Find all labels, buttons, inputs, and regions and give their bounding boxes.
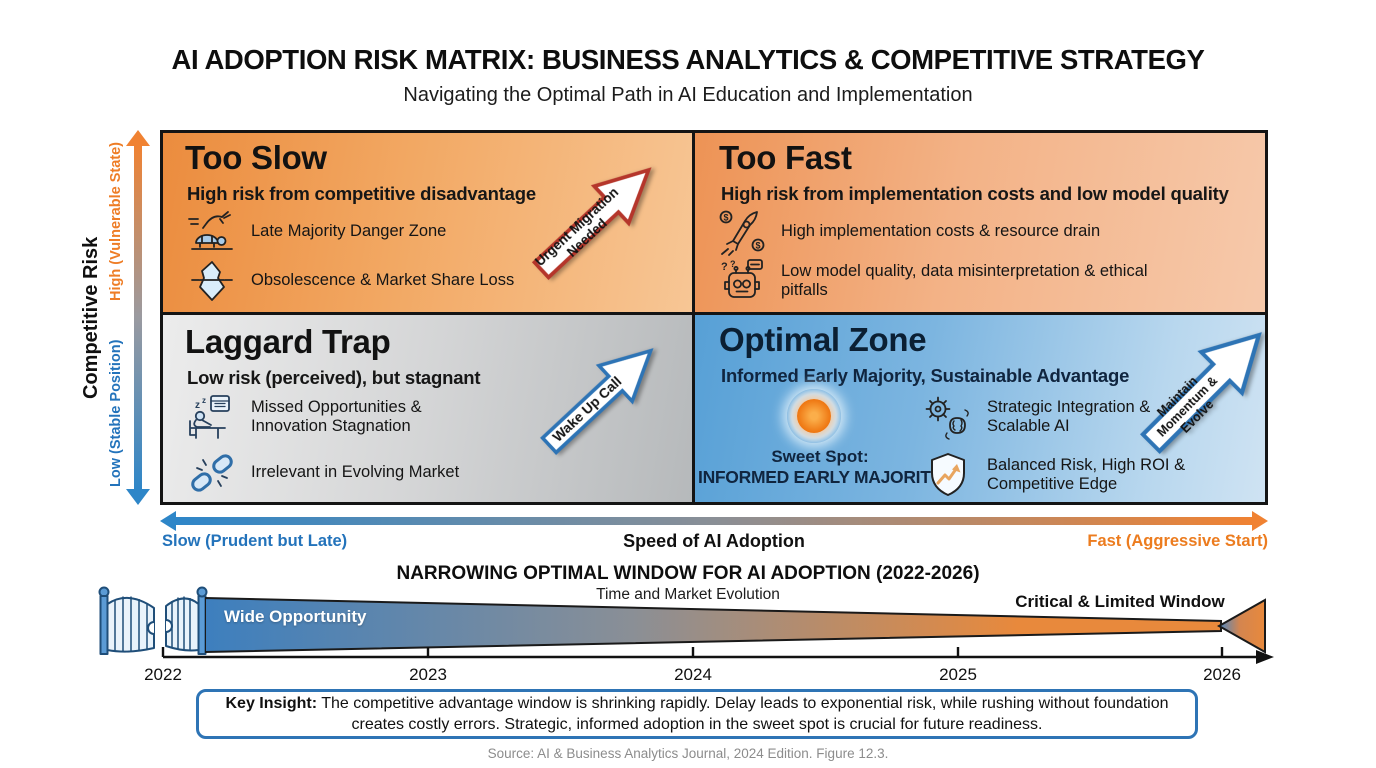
quadrant-optimal-zone: Optimal Zone Informed Early Majority, Su… xyxy=(695,315,1265,502)
too-fast-subtitle: High risk from implementation costs and … xyxy=(721,183,1229,204)
laggard-bullet-1: Missed Opportunities & Innovation Stagna… xyxy=(251,397,422,435)
laggard-trap-subtitle: Low risk (perceived), but stagnant xyxy=(187,367,481,388)
year-tick-2022: 2022 xyxy=(144,665,182,684)
svg-text:$: $ xyxy=(755,241,760,251)
urgent-migration-arrow: Urgent Migration Needed xyxy=(521,148,669,291)
broken-chain-icon xyxy=(185,450,239,496)
timeline-axis xyxy=(150,644,1280,666)
gears-brain-icon xyxy=(921,394,975,440)
open-gates-icon xyxy=(94,584,212,662)
sleeping-worker-icon: z z xyxy=(185,393,239,441)
key-insight-text: Key Insight: The competitive advantage w… xyxy=(225,694,1169,733)
source-citation: Source: AI & Business Analytics Journal,… xyxy=(487,746,889,761)
svg-text:$: $ xyxy=(723,213,728,223)
optimal-zone-title: Optimal Zone xyxy=(719,321,927,358)
svg-text:z: z xyxy=(202,396,206,405)
svg-text:?: ? xyxy=(721,261,728,273)
page-subtitle: Navigating the Optimal Path in AI Educat… xyxy=(403,84,973,106)
too-slow-title: Too Slow xyxy=(185,139,327,176)
x-axis-fast-label: Fast (Aggressive Start) xyxy=(1087,532,1268,550)
maintain-momentum-arrow: Maintain Momentum & Evolve xyxy=(1127,315,1265,467)
laggard-bullet-2: Irrelevant in Evolving Market xyxy=(251,463,460,482)
critical-window-label: Critical & Limited Window xyxy=(1015,592,1225,611)
svg-text:z: z xyxy=(195,400,200,411)
risk-matrix: Too Slow High risk from competitive disa… xyxy=(160,130,1268,505)
quadrant-too-fast: Too Fast High risk from implementation c… xyxy=(695,133,1265,315)
y-axis-title: Competitive Risk xyxy=(80,236,102,399)
narrowing-funnel xyxy=(204,596,1268,660)
optimal-zone-subtitle: Informed Early Majority, Sustainable Adv… xyxy=(721,365,1130,386)
wake-up-call-arrow: Wake Up Call xyxy=(530,330,671,466)
sweet-spot-caption: Sweet Spot: INFORMED EARLY MAJORITY xyxy=(695,447,945,488)
wide-opportunity-label: Wide Opportunity xyxy=(224,607,367,626)
x-axis-arrow xyxy=(160,511,1268,531)
too-slow-bullet-2: Obsolescence & Market Share Loss xyxy=(251,271,515,290)
too-slow-subtitle: High risk from competitive disadvantage xyxy=(187,183,536,204)
confused-robot-icon: ? ? xyxy=(715,259,769,303)
optimal-bullet-1: Strategic Integration & Scalable AI xyxy=(987,397,1151,435)
tortoise-hare-icon xyxy=(185,209,239,255)
year-tick-2023: 2023 xyxy=(409,665,447,684)
sweet-spot-core xyxy=(797,399,831,433)
rocket-costs-icon: $ $ xyxy=(715,208,769,256)
quadrant-too-slow: Too Slow High risk from competitive disa… xyxy=(163,133,695,315)
laggard-trap-title: Laggard Trap xyxy=(185,323,391,360)
key-insight-box: Key Insight: The competitive advantage w… xyxy=(196,689,1198,739)
svg-text:?: ? xyxy=(730,259,736,269)
shield-roi-icon xyxy=(921,451,975,499)
x-axis-title: Speed of AI Adoption xyxy=(623,531,805,551)
too-fast-bullet-1: High implementation costs & resource dra… xyxy=(781,222,1101,241)
key-insight-label: Key Insight: xyxy=(225,694,318,712)
quadrant-laggard-trap: Laggard Trap Low risk (perceived), but s… xyxy=(163,315,695,502)
too-fast-bullet-2: Low model quality, data misinterpretatio… xyxy=(781,261,1148,299)
optimal-bullet-2: Balanced Risk, High ROI & Competitive Ed… xyxy=(987,455,1186,493)
too-fast-title: Too Fast xyxy=(719,139,852,176)
timeline-title: NARROWING OPTIMAL WINDOW FOR AI ADOPTION… xyxy=(396,563,980,584)
sweet-spot-label: Sweet Spot: xyxy=(771,447,869,466)
sweet-spot-value: INFORMED EARLY MAJORITY xyxy=(698,467,942,487)
year-tick-2024: 2024 xyxy=(674,665,712,684)
too-slow-bullet-1: Late Majority Danger Zone xyxy=(251,222,447,241)
iceberg-icon xyxy=(185,259,239,303)
page-title: AI ADOPTION RISK MATRIX: BUSINESS ANALYT… xyxy=(171,44,1205,75)
year-tick-2025: 2025 xyxy=(939,665,977,684)
sweet-spot-target xyxy=(787,389,841,443)
y-axis-arrow xyxy=(126,130,150,505)
timeline-subtitle: Time and Market Evolution xyxy=(596,586,780,603)
year-tick-2026: 2026 xyxy=(1203,665,1241,684)
x-axis-slow-label: Slow (Prudent but Late) xyxy=(162,532,348,550)
